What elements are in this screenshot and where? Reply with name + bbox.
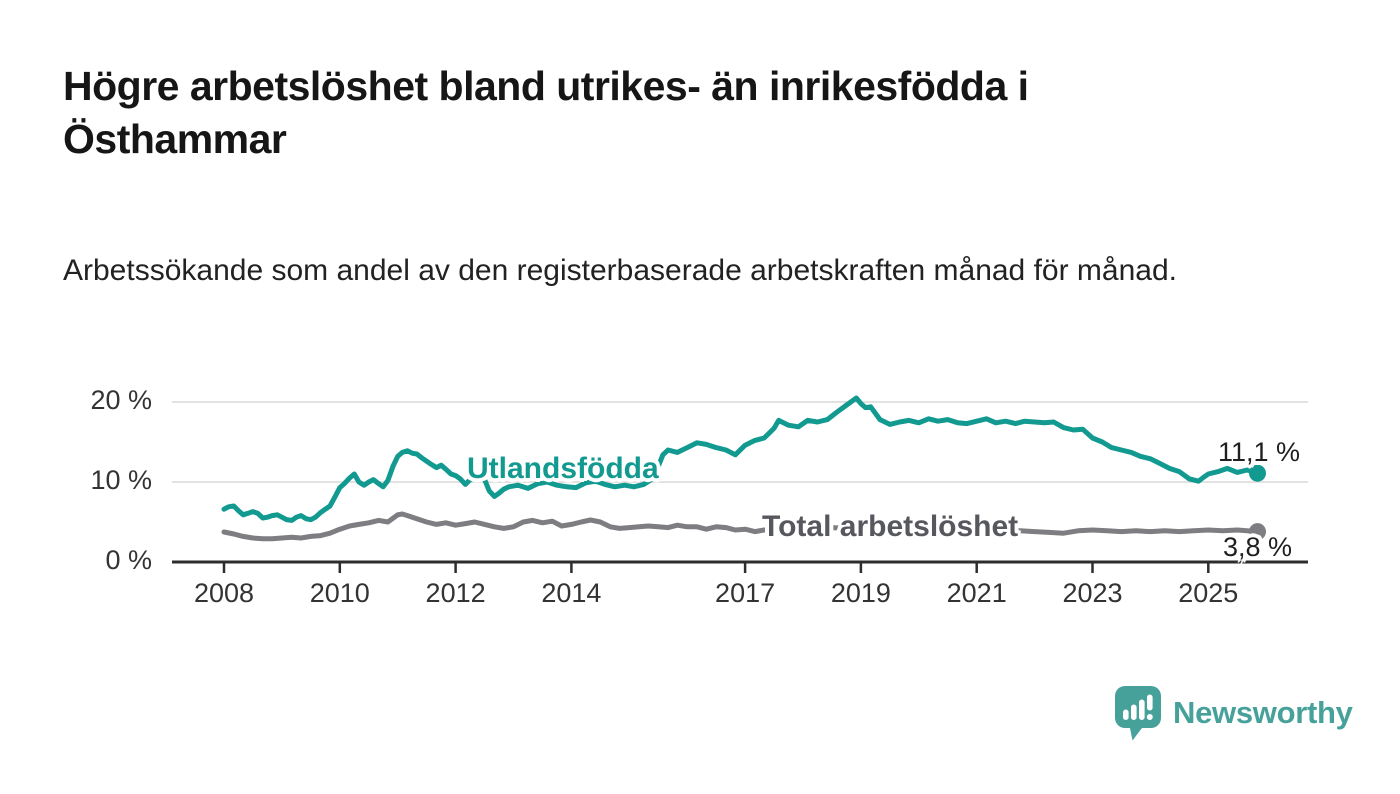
x-axis-tick-label-2023: 2023 <box>1062 578 1123 608</box>
x-axis-tick-label-2019: 2019 <box>830 578 891 608</box>
series-line-total-arbetsloshet <box>221 511 1260 542</box>
newsworthy-logo: Newsworthy <box>1114 684 1353 742</box>
page-title: Högre arbetslöshet bland utrikes- än inr… <box>63 63 1029 162</box>
x-axis-tick-label-2012: 2012 <box>425 578 486 608</box>
newsworthy-logo-text: Newsworthy <box>1173 695 1353 730</box>
x-axis-tick-label-2014: 2014 <box>541 578 602 608</box>
logo-bars-exclamation <box>1123 694 1153 720</box>
speech-bubble-shape <box>1115 685 1161 740</box>
end-value-label-utlandsfodda: 11,1 % <box>1218 437 1301 467</box>
series-label-utlandsfodda: Utlandsfödda <box>467 452 659 485</box>
series-end-dot-total-arbetsloshet <box>1249 523 1266 541</box>
newsworthy-logo-icon <box>1115 685 1161 740</box>
series-end-dot-utlandsfodda <box>1249 464 1266 482</box>
x-axis-tick-label-2025: 2025 <box>1178 578 1239 608</box>
series-line-utlandsfodda <box>221 395 1260 523</box>
page-subtitle: Arbetssökande som andel av den registerb… <box>63 254 1177 287</box>
end-value-label-total-arbetsloshet: 3,8 % <box>1223 532 1293 562</box>
y-axis-tick-label-0: 0 % <box>105 544 152 575</box>
x-axis-tick-label-2008: 2008 <box>193 578 255 608</box>
x-axis-tick-label-2021: 2021 <box>946 578 1007 608</box>
series-label-total-arbetsloshet: Total arbetslöshet <box>762 510 1019 543</box>
y-axis-tick-label-10: 10 % <box>90 464 152 495</box>
x-axis-tick-label-2010: 2010 <box>309 578 370 608</box>
y-axis-tick-label-20: 20 % <box>90 384 152 415</box>
x-axis-tick-label-2017: 2017 <box>715 578 776 608</box>
